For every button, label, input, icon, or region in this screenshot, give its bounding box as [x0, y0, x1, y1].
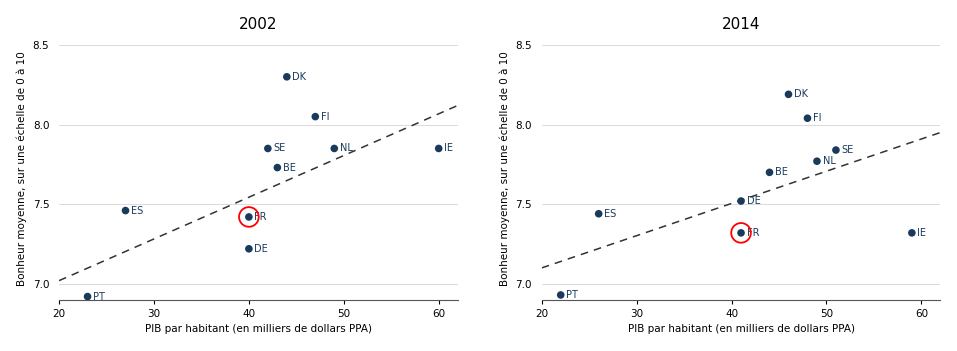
Point	[118, 208, 133, 213]
Text: FR: FR	[746, 228, 759, 238]
Point	[241, 214, 256, 220]
Text: FI: FI	[321, 112, 329, 121]
Text: NL: NL	[822, 156, 835, 166]
Text: IE: IE	[918, 228, 926, 238]
Point	[270, 165, 285, 170]
Point	[79, 294, 95, 299]
Point	[241, 214, 256, 220]
Point	[241, 246, 256, 252]
Point	[733, 230, 748, 236]
Point	[800, 115, 815, 121]
Point	[553, 292, 568, 298]
Text: NL: NL	[340, 144, 353, 153]
Text: DE: DE	[255, 244, 268, 254]
Text: DK: DK	[794, 89, 808, 99]
Text: FI: FI	[813, 113, 821, 123]
X-axis label: PIB par habitant (en milliers de dollars PPA): PIB par habitant (en milliers de dollars…	[145, 324, 372, 335]
Text: ES: ES	[131, 206, 144, 216]
Y-axis label: Bonheur moyenne, sur une échelle de 0 à 10: Bonheur moyenne, sur une échelle de 0 à …	[16, 51, 27, 286]
Point	[260, 146, 276, 151]
Text: DK: DK	[293, 72, 306, 82]
Point	[733, 198, 748, 204]
Point	[326, 146, 342, 151]
Point	[733, 230, 748, 236]
Text: SE: SE	[274, 144, 285, 153]
Point	[828, 147, 843, 153]
Text: IE: IE	[444, 144, 454, 153]
Title: 2014: 2014	[722, 16, 760, 32]
Point	[904, 230, 920, 236]
Y-axis label: Bonheur moyenne, sur une échelle de 0 à 10: Bonheur moyenne, sur une échelle de 0 à …	[500, 51, 510, 286]
Text: SE: SE	[841, 145, 854, 155]
Point	[591, 211, 607, 217]
Text: BE: BE	[283, 163, 296, 173]
Text: DE: DE	[746, 196, 761, 206]
Point	[810, 158, 825, 164]
Point	[781, 92, 796, 97]
Text: FR: FR	[255, 212, 267, 222]
X-axis label: PIB par habitant (en milliers de dollars PPA): PIB par habitant (en milliers de dollars…	[628, 324, 855, 335]
Text: PT: PT	[567, 290, 578, 300]
Point	[279, 74, 295, 80]
Point	[762, 170, 777, 175]
Text: ES: ES	[604, 209, 616, 219]
Text: BE: BE	[775, 167, 788, 177]
Point	[307, 114, 323, 119]
Text: PT: PT	[93, 292, 105, 302]
Title: 2002: 2002	[239, 16, 278, 32]
Point	[431, 146, 446, 151]
